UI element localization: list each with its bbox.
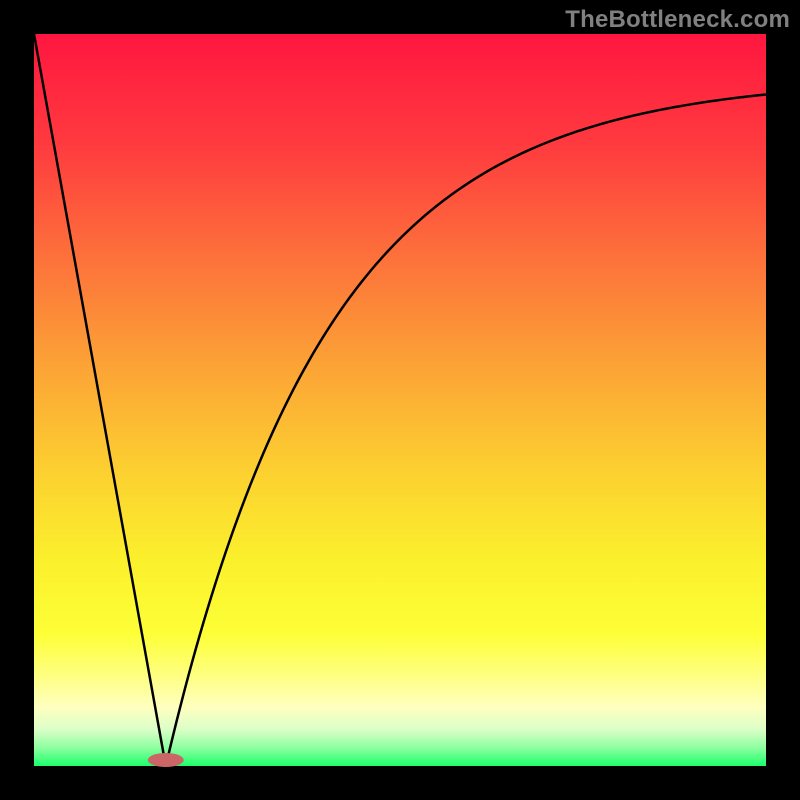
chart-container: TheBottleneck.com [0,0,800,800]
watermark-text: TheBottleneck.com [565,6,790,34]
bottleneck-chart [0,0,800,800]
